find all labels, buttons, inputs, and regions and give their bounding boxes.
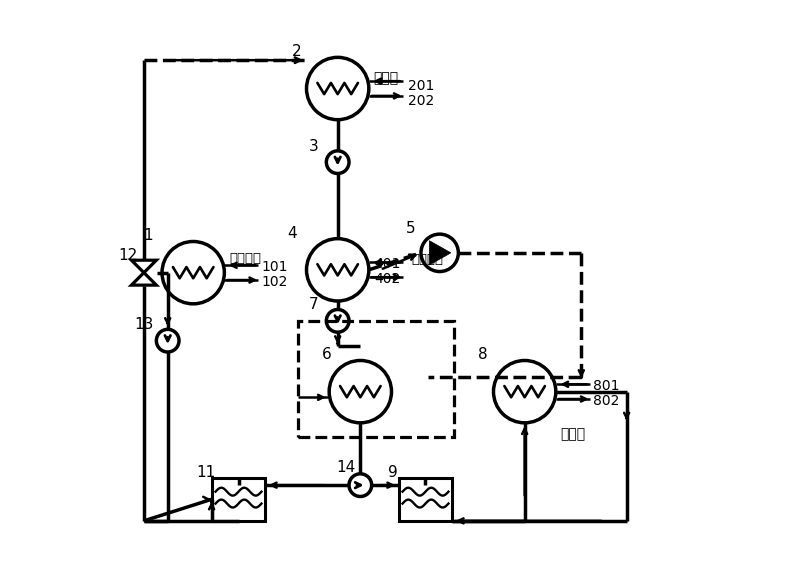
Text: 801: 801 bbox=[593, 379, 619, 393]
Text: 4: 4 bbox=[287, 225, 297, 240]
Text: 14: 14 bbox=[337, 460, 356, 474]
Text: 802: 802 bbox=[593, 394, 619, 408]
Text: 201: 201 bbox=[409, 79, 435, 93]
Text: 加热热源: 加热热源 bbox=[229, 252, 261, 265]
Text: 1: 1 bbox=[143, 228, 153, 243]
Text: 13: 13 bbox=[134, 318, 154, 332]
Text: 2: 2 bbox=[291, 44, 301, 59]
Text: 5: 5 bbox=[406, 221, 415, 236]
Text: 8: 8 bbox=[478, 347, 488, 362]
Text: 401: 401 bbox=[374, 257, 401, 271]
Text: 12: 12 bbox=[118, 248, 138, 263]
Text: 冷却水: 冷却水 bbox=[374, 72, 398, 85]
Text: 402: 402 bbox=[374, 273, 401, 286]
Text: 7: 7 bbox=[309, 298, 318, 312]
Text: 3: 3 bbox=[309, 139, 318, 154]
Text: 11: 11 bbox=[196, 465, 215, 480]
Bar bbox=[298, 321, 454, 437]
Bar bbox=[212, 478, 266, 520]
Text: 6: 6 bbox=[322, 347, 331, 362]
Text: 供热端: 供热端 bbox=[560, 427, 586, 441]
Text: 101: 101 bbox=[261, 260, 288, 274]
Text: 102: 102 bbox=[261, 275, 287, 289]
Text: 9: 9 bbox=[388, 465, 398, 480]
Bar bbox=[398, 478, 453, 520]
Polygon shape bbox=[430, 241, 451, 265]
Text: 加热热源: 加热热源 bbox=[411, 253, 443, 266]
Text: 202: 202 bbox=[409, 94, 434, 108]
